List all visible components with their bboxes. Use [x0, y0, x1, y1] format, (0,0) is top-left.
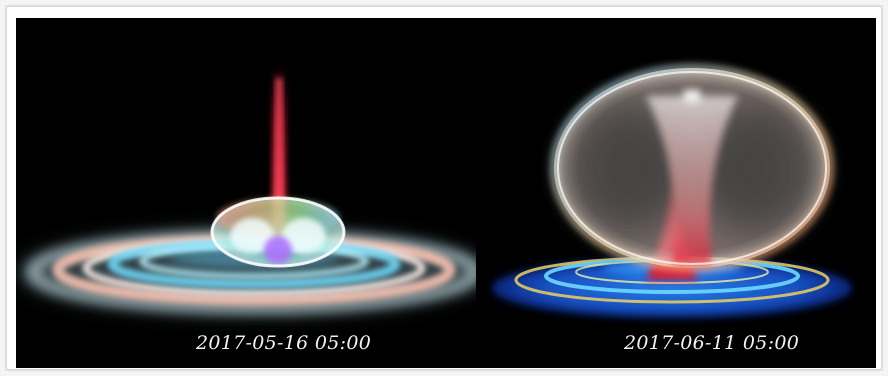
- right-scene: 2017-06-11 05:00: [476, 18, 876, 368]
- left-caption: 2017-05-16 05:00: [196, 332, 372, 354]
- left-render: [18, 66, 476, 314]
- left-scene: 2017-05-16 05:00: [16, 18, 476, 368]
- render-panel: 2017-05-16 05:00: [16, 18, 876, 368]
- right-render: [492, 65, 852, 318]
- right-caption: 2017-06-11 05:00: [624, 332, 800, 354]
